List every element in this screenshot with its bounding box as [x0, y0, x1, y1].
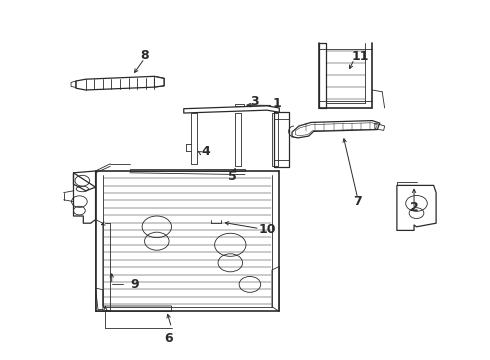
- Text: 4: 4: [201, 145, 210, 158]
- Text: 5: 5: [228, 170, 237, 183]
- Text: 6: 6: [165, 332, 173, 345]
- Text: 8: 8: [140, 49, 149, 62]
- Text: 1: 1: [272, 97, 281, 110]
- Text: 3: 3: [250, 95, 259, 108]
- Text: 11: 11: [351, 50, 369, 63]
- Text: 7: 7: [353, 195, 362, 208]
- Text: 10: 10: [258, 223, 276, 236]
- Text: 9: 9: [130, 278, 139, 291]
- Text: 2: 2: [410, 201, 418, 213]
